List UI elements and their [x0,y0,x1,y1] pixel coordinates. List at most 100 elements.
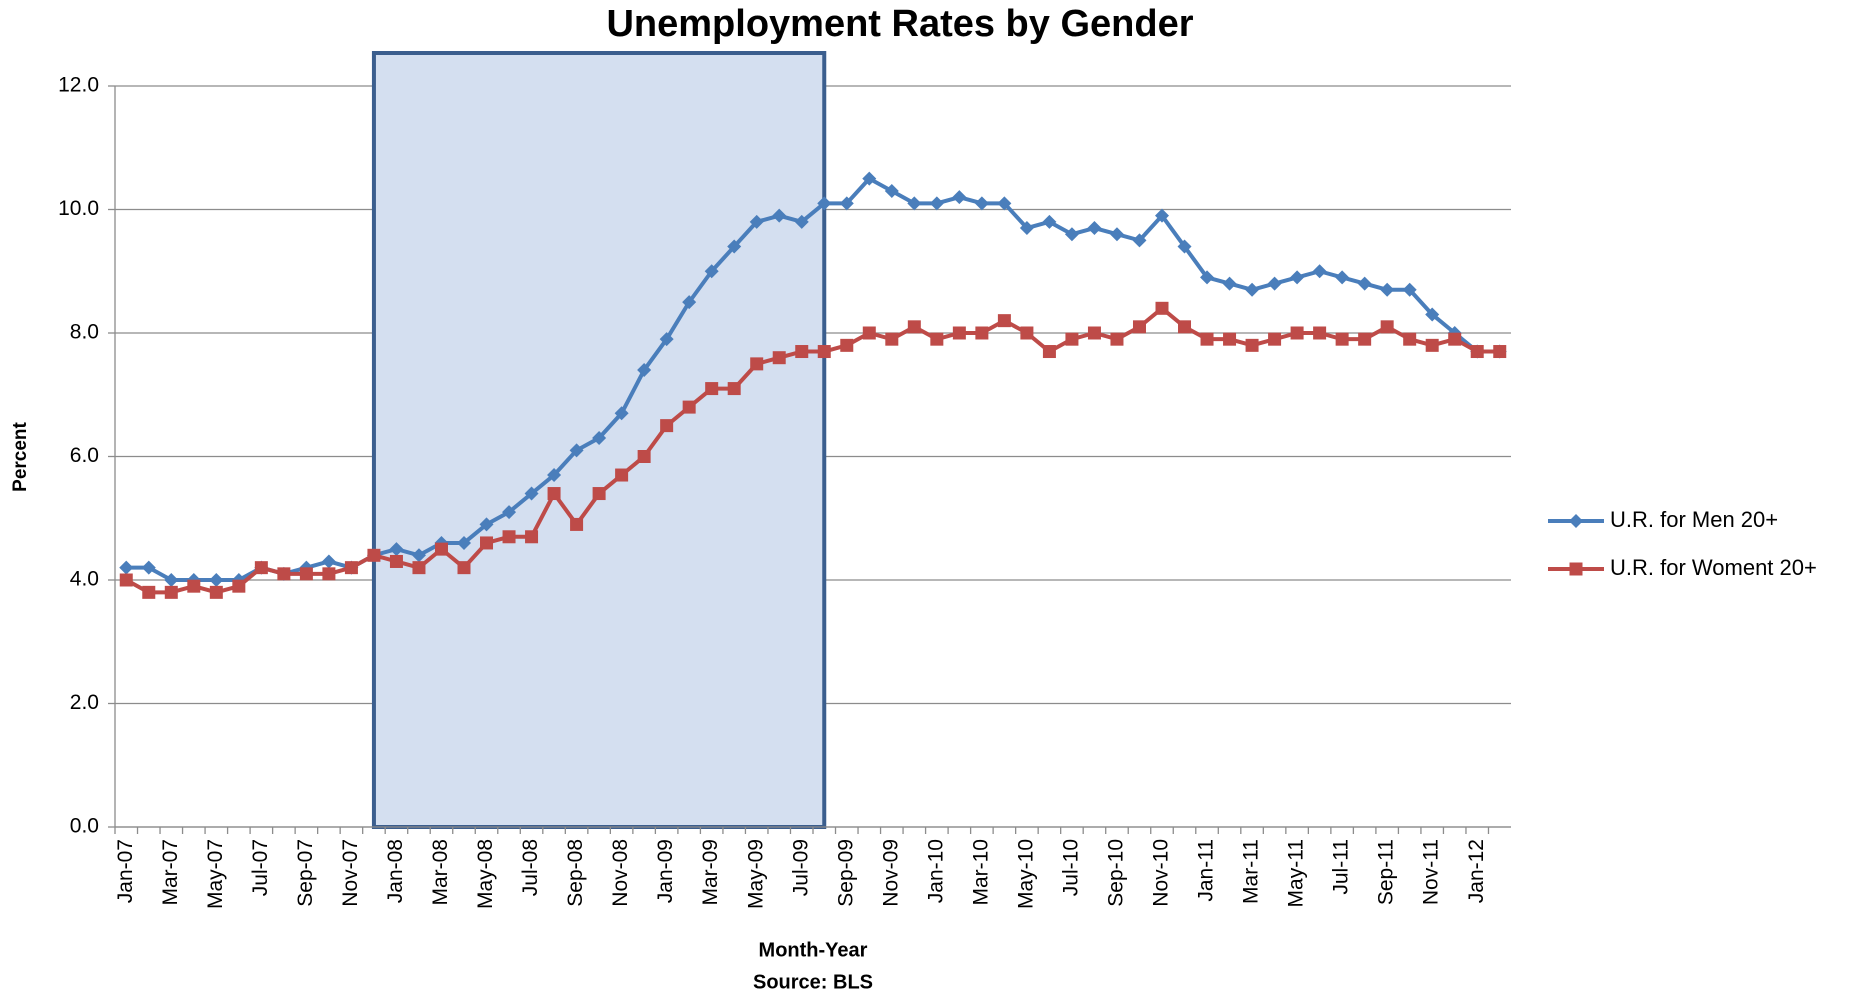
data-point [975,326,989,340]
data-point [795,345,809,359]
x-tick-label: Jul-11 [1330,839,1353,895]
data-point [727,239,742,254]
data-point [457,535,471,550]
data-point [1470,345,1484,359]
data-point [209,573,224,587]
x-tick-label: Jan-09 [654,839,677,903]
data-point [1425,338,1439,352]
x-tick-label: Mar-11 [1240,839,1263,904]
data-point [974,196,989,211]
data-point [1290,326,1304,340]
data-point [1177,239,1192,254]
x-tick-label: Jan-07 [114,839,137,903]
data-point [884,183,899,198]
y-axis-label: Percent [10,421,31,491]
data-point [1425,307,1440,322]
data-point [749,214,764,229]
legend-marker [1569,514,1583,528]
x-tick-label: May-11 [1285,839,1308,907]
data-point [750,357,764,371]
data-point [389,542,404,557]
x-axis-label: Month-Year [759,939,868,961]
data-point [727,382,741,396]
x-tick-label: Jan-11 [1195,839,1218,902]
data-point [1019,221,1034,236]
legend-marker [1569,562,1583,576]
x-tick-label: Jan-12 [1465,839,1488,903]
data-point [1087,221,1102,236]
data-point [502,530,516,544]
data-point [1357,276,1372,291]
data-point [502,505,517,520]
x-tick-label: Mar-07 [159,839,182,906]
data-point [142,585,156,599]
data-point [1448,332,1462,346]
data-point [321,554,336,569]
data-point [547,487,561,501]
data-point [682,400,696,414]
data-point [344,561,358,575]
data-point [411,548,426,563]
data-point [119,560,134,575]
legend-label: U.R. for Men 20+ [1610,507,1778,532]
data-point [682,295,697,310]
data-point [524,486,539,501]
y-tick-label: 8.0 [70,321,99,344]
x-tick-label: Mar-09 [699,839,722,906]
data-point [1245,282,1260,297]
y-tick-label: 10.0 [58,197,99,220]
data-point [232,579,246,593]
data-point [952,326,966,340]
data-point [1109,227,1124,242]
data-point [907,196,922,211]
data-point [457,561,471,575]
x-tick-label: May-10 [1014,839,1037,909]
data-point [141,560,156,575]
data-point [659,332,674,347]
data-point [705,382,719,396]
x-tick-label: Nov-08 [609,839,632,907]
data-point [1335,270,1350,285]
data-point [434,542,448,556]
data-point [862,171,877,186]
data-point [1380,320,1394,334]
x-tick-label: Sep-07 [294,839,317,907]
x-tick-label: May-07 [204,839,227,909]
x-tick-label: Mar-08 [429,839,452,906]
data-point [187,579,201,593]
data-point [254,561,268,575]
x-tick-label: Jul-08 [519,839,542,896]
data-point [772,351,786,365]
y-tick-label: 2.0 [70,691,99,714]
x-tick-label: May-09 [744,839,767,909]
x-tick-label: Jan-08 [384,839,407,903]
data-point [1178,320,1192,334]
data-point [1403,332,1417,346]
x-tick-label: Sep-10 [1105,839,1128,907]
x-tick-label: Nov-07 [339,839,362,907]
data-point [119,573,133,587]
data-point [1245,338,1259,352]
y-tick-label: 0.0 [70,815,99,838]
data-point [1064,227,1079,242]
data-point [1223,332,1237,346]
data-point [1380,282,1395,297]
source-note: Source: BLS [753,971,873,993]
data-point [592,487,606,501]
data-point [277,567,291,581]
data-point [840,338,854,352]
data-point [1042,214,1057,229]
data-point [525,530,539,544]
data-point [637,450,651,463]
x-tick-label: Nov-11 [1420,839,1443,905]
data-point [817,345,831,359]
data-point [660,419,674,433]
data-point [389,554,403,568]
data-point [1222,276,1237,291]
x-tick-label: Sep-11 [1375,839,1398,905]
data-point [615,468,629,482]
data-point [614,406,629,421]
data-point [1065,332,1079,346]
data-point [885,332,899,346]
